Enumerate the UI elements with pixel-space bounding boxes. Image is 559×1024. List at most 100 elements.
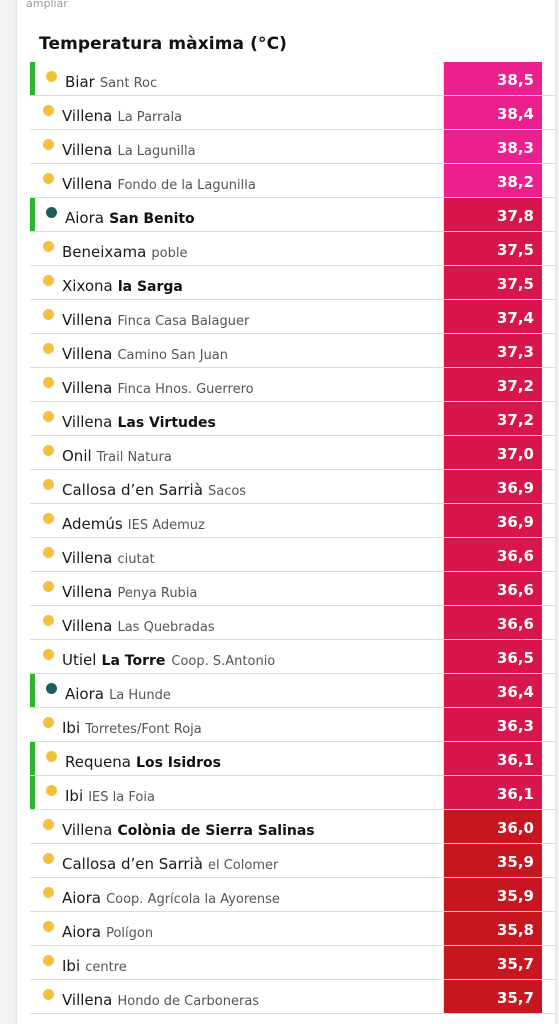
table-row[interactable]: Villena Finca Hnos. Guerrero 37,2	[30, 368, 555, 402]
table-row[interactable]: Ademús IES Ademuz 36,9	[30, 504, 555, 538]
station-cell: Villena Finca Casa Balaguer	[30, 300, 444, 333]
place-name: Villena	[62, 311, 113, 329]
station-cell: Aiora San Benito	[30, 198, 444, 231]
station-type-yellow-dot-icon	[43, 411, 54, 422]
table-row[interactable]: Villena Hondo de Carboneras 35,7	[30, 980, 555, 1014]
station-cell: Aiora La Hunde	[30, 674, 444, 707]
temperature-cell: 36,9	[444, 470, 542, 503]
temperature-value: 36,1	[496, 785, 534, 803]
temperature-cell: 36,4	[444, 674, 542, 707]
place-name: Onil	[62, 447, 92, 465]
station-label: Villena Las Quebradas	[62, 616, 215, 635]
table-row[interactable]: Xixona la Sarga 37,5	[30, 266, 555, 300]
station-cell: Villena Las Virtudes	[30, 402, 444, 435]
table-row[interactable]: Aiora Coop. Agrícola la Ayorense 35,9	[30, 878, 555, 912]
table-row[interactable]: Ibi centre 35,7	[30, 946, 555, 980]
temperature-cell: 38,2	[444, 164, 542, 197]
place-name: Villena	[62, 107, 113, 125]
station-type-yellow-dot-icon	[43, 989, 54, 1000]
station-cell: Requena Los Isidros	[30, 742, 444, 775]
place-name: Aiora	[65, 685, 104, 703]
table-row[interactable]: Villena Las Quebradas 36,6	[30, 606, 555, 640]
station-cell: Callosa d’en Sarrià el Colomer	[30, 844, 444, 877]
station-label: Beneixama poble	[62, 242, 187, 261]
place-name: Villena	[62, 549, 113, 567]
temperature-cell: 38,3	[444, 130, 542, 163]
temperature-value: 35,9	[496, 853, 534, 871]
place-name: Villena	[62, 583, 113, 601]
table-row[interactable]: Callosa d’en Sarrià el Colomer 35,9	[30, 844, 555, 878]
table-row[interactable]: Aiora La Hunde 36,4	[30, 674, 555, 708]
station-cell: Biar Sant Roc	[30, 62, 444, 95]
place-name: Aiora	[62, 923, 101, 941]
station-label: Aiora San Benito	[65, 208, 195, 227]
station-cell: Aiora Coop. Agrícola la Ayorense	[30, 878, 444, 911]
station-type-yellow-dot-icon	[43, 479, 54, 490]
temperature-cell: 35,9	[444, 844, 542, 877]
temperature-value: 37,4	[496, 309, 534, 327]
expand-link[interactable]: ampliar	[26, 0, 68, 10]
table-row[interactable]: Villena Colònia de Sierra Salinas 36,0	[30, 810, 555, 844]
temperature-cell: 36,3	[444, 708, 542, 741]
station-name: poble	[151, 246, 188, 261]
table-row[interactable]: Aiora San Benito 37,8	[30, 198, 555, 232]
station-label: Villena Las Virtudes	[62, 412, 216, 431]
table-row[interactable]: Villena La Lagunilla 38,3	[30, 130, 555, 164]
table-row[interactable]: Villena Camino San Juan 37,3	[30, 334, 555, 368]
station-name: Penya Rubia	[117, 586, 198, 601]
temperature-value: 36,3	[496, 717, 534, 735]
temperature-value: 36,1	[496, 751, 534, 769]
station-type-yellow-dot-icon	[46, 785, 57, 796]
station-cell: Beneixama poble	[30, 232, 444, 265]
place-name: Callosa d’en Sarrià	[62, 481, 203, 499]
station-name: el Colomer	[207, 858, 279, 873]
station-label: Villena Finca Hnos. Guerrero	[62, 378, 254, 397]
station-type-yellow-dot-icon	[43, 275, 54, 286]
table-row[interactable]: Villena La Parrala 38,4	[30, 96, 555, 130]
temperature-value: 35,7	[496, 955, 534, 973]
table-row[interactable]: Villena Penya Rubia 36,6	[30, 572, 555, 606]
place-name: Aiora	[62, 889, 101, 907]
table-row[interactable]: Villena Las Virtudes 37,2	[30, 402, 555, 436]
station-type-teal-dot-icon	[46, 207, 57, 218]
station-label: Villena La Parrala	[62, 106, 182, 125]
temperature-cell: 38,4	[444, 96, 542, 129]
table-row[interactable]: Aiora Polígon 35,8	[30, 912, 555, 946]
station-cell: Onil Trail Natura	[30, 436, 444, 469]
table-row[interactable]: Villena ciutat 36,6	[30, 538, 555, 572]
station-label: Villena ciutat	[62, 548, 155, 567]
station-type-yellow-dot-icon	[46, 71, 57, 82]
station-name: Coop. Agrícola la Ayorense	[106, 892, 280, 907]
page-title: Temperatura màxima (°C)	[39, 34, 288, 54]
table-row[interactable]: Onil Trail Natura 37,0	[30, 436, 555, 470]
temperature-cell: 36,1	[444, 742, 542, 775]
temperature-cell: 37,8	[444, 198, 542, 231]
station-type-yellow-dot-icon	[43, 921, 54, 932]
station-label: Ibi IES la Foia	[65, 786, 155, 805]
table-row[interactable]: Utiel La Torre Coop. S.Antonio 36,5	[30, 640, 555, 674]
temperature-value: 38,3	[496, 139, 534, 157]
station-name: Las Quebradas	[117, 620, 215, 635]
table-row[interactable]: Villena Fondo de la Lagunilla 38,2	[30, 164, 555, 198]
station-name: Finca Hnos. Guerrero	[117, 382, 254, 397]
station-type-yellow-dot-icon	[46, 751, 57, 762]
station-name: centre	[85, 960, 127, 975]
table-row[interactable]: Ibi Torretes/Font Roja 36,3	[30, 708, 555, 742]
station-type-yellow-dot-icon	[43, 513, 54, 524]
station-name: La Lagunilla	[117, 144, 196, 159]
table-row[interactable]: Ibi IES la Foia 36,1	[30, 776, 555, 810]
place-name: Ibi	[62, 719, 81, 737]
station-label: Onil Trail Natura	[62, 446, 172, 465]
temperature-value: 37,8	[496, 207, 534, 225]
table-row[interactable]: Requena Los Isidros 36,1	[30, 742, 555, 776]
station-type-yellow-dot-icon	[43, 955, 54, 966]
table-row[interactable]: Biar Sant Roc 38,5	[30, 62, 555, 96]
table-row[interactable]: Callosa d’en Sarrià Sacos 36,9	[30, 470, 555, 504]
temperature-cell: 36,6	[444, 538, 542, 571]
station-type-yellow-dot-icon	[43, 241, 54, 252]
table-row[interactable]: Beneixama poble 37,5	[30, 232, 555, 266]
station-name: Torretes/Font Roja	[85, 722, 202, 737]
table-row[interactable]: Villena Finca Casa Balaguer 37,4	[30, 300, 555, 334]
station-label: Xixona la Sarga	[62, 276, 183, 295]
place-name: Ademús	[62, 515, 123, 533]
